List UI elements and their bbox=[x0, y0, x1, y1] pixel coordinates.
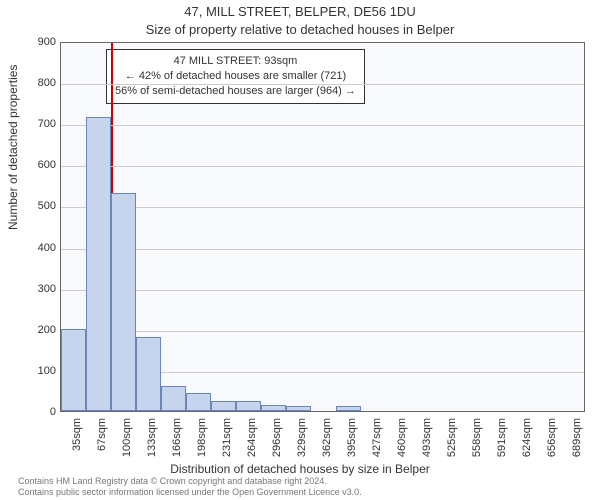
x-tick-label: 133sqm bbox=[146, 418, 158, 457]
histogram-bar bbox=[136, 337, 161, 411]
gridline bbox=[61, 207, 584, 208]
annotation-line-1: 47 MILL STREET: 93sqm bbox=[115, 54, 356, 69]
y-tick-label: 900 bbox=[16, 36, 56, 48]
y-tick-label: 100 bbox=[16, 365, 56, 377]
x-tick-label: 656sqm bbox=[546, 418, 558, 457]
x-tick-label: 67sqm bbox=[96, 418, 108, 451]
y-tick-label: 500 bbox=[16, 200, 56, 212]
gridline bbox=[61, 331, 584, 332]
histogram-bar bbox=[61, 329, 86, 411]
y-tick-label: 600 bbox=[16, 159, 56, 171]
x-tick-label: 427sqm bbox=[371, 418, 383, 457]
histogram-bar bbox=[86, 117, 111, 411]
x-tick-label: 624sqm bbox=[521, 418, 533, 457]
gridline bbox=[61, 84, 584, 85]
x-tick-label: 198sqm bbox=[196, 418, 208, 457]
annotation-line-2: ← 42% of detached houses are smaller (72… bbox=[115, 69, 356, 84]
histogram-bar bbox=[161, 386, 186, 411]
x-tick-label: 362sqm bbox=[321, 418, 333, 457]
annotation-line-3: 56% of semi-detached houses are larger (… bbox=[115, 84, 356, 99]
x-tick-label: 35sqm bbox=[71, 418, 83, 451]
plot-area: 47 MILL STREET: 93sqm ← 42% of detached … bbox=[60, 42, 585, 412]
gridline bbox=[61, 290, 584, 291]
x-tick-label: 395sqm bbox=[346, 418, 358, 457]
footer-attribution: Contains HM Land Registry data © Crown c… bbox=[18, 476, 362, 498]
histogram-bar bbox=[111, 193, 136, 411]
y-tick-label: 0 bbox=[16, 406, 56, 418]
y-tick-label: 200 bbox=[16, 324, 56, 336]
histogram-bar bbox=[261, 405, 286, 411]
y-tick-label: 800 bbox=[16, 77, 56, 89]
x-tick-label: 231sqm bbox=[221, 418, 233, 457]
chart-container: 47, MILL STREET, BELPER, DE56 1DU Size o… bbox=[0, 0, 600, 500]
histogram-bar bbox=[336, 406, 361, 411]
x-tick-label: 525sqm bbox=[446, 418, 458, 457]
footer-line-2: Contains public sector information licen… bbox=[18, 487, 362, 498]
gridline bbox=[61, 249, 584, 250]
chart-sub-title: Size of property relative to detached ho… bbox=[0, 22, 600, 37]
x-tick-label: 558sqm bbox=[471, 418, 483, 457]
histogram-bar bbox=[286, 406, 311, 411]
y-tick-label: 300 bbox=[16, 283, 56, 295]
x-tick-label: 460sqm bbox=[396, 418, 408, 457]
x-tick-label: 329sqm bbox=[296, 418, 308, 457]
y-tick-label: 700 bbox=[16, 118, 56, 130]
gridline bbox=[61, 166, 584, 167]
chart-main-title: 47, MILL STREET, BELPER, DE56 1DU bbox=[0, 4, 600, 19]
histogram-bar bbox=[186, 393, 211, 412]
histogram-bar bbox=[211, 401, 236, 411]
x-tick-label: 264sqm bbox=[246, 418, 258, 457]
annotation-box: 47 MILL STREET: 93sqm ← 42% of detached … bbox=[106, 49, 365, 104]
x-tick-label: 296sqm bbox=[271, 418, 283, 457]
gridline bbox=[61, 125, 584, 126]
x-tick-label: 166sqm bbox=[171, 418, 183, 457]
x-tick-label: 493sqm bbox=[421, 418, 433, 457]
x-tick-label: 689sqm bbox=[571, 418, 583, 457]
histogram-bar bbox=[236, 401, 261, 411]
x-tick-label: 591sqm bbox=[496, 418, 508, 457]
y-tick-label: 400 bbox=[16, 242, 56, 254]
x-tick-label: 100sqm bbox=[121, 418, 133, 457]
x-axis-label: Distribution of detached houses by size … bbox=[0, 462, 600, 476]
footer-line-1: Contains HM Land Registry data © Crown c… bbox=[18, 476, 362, 487]
